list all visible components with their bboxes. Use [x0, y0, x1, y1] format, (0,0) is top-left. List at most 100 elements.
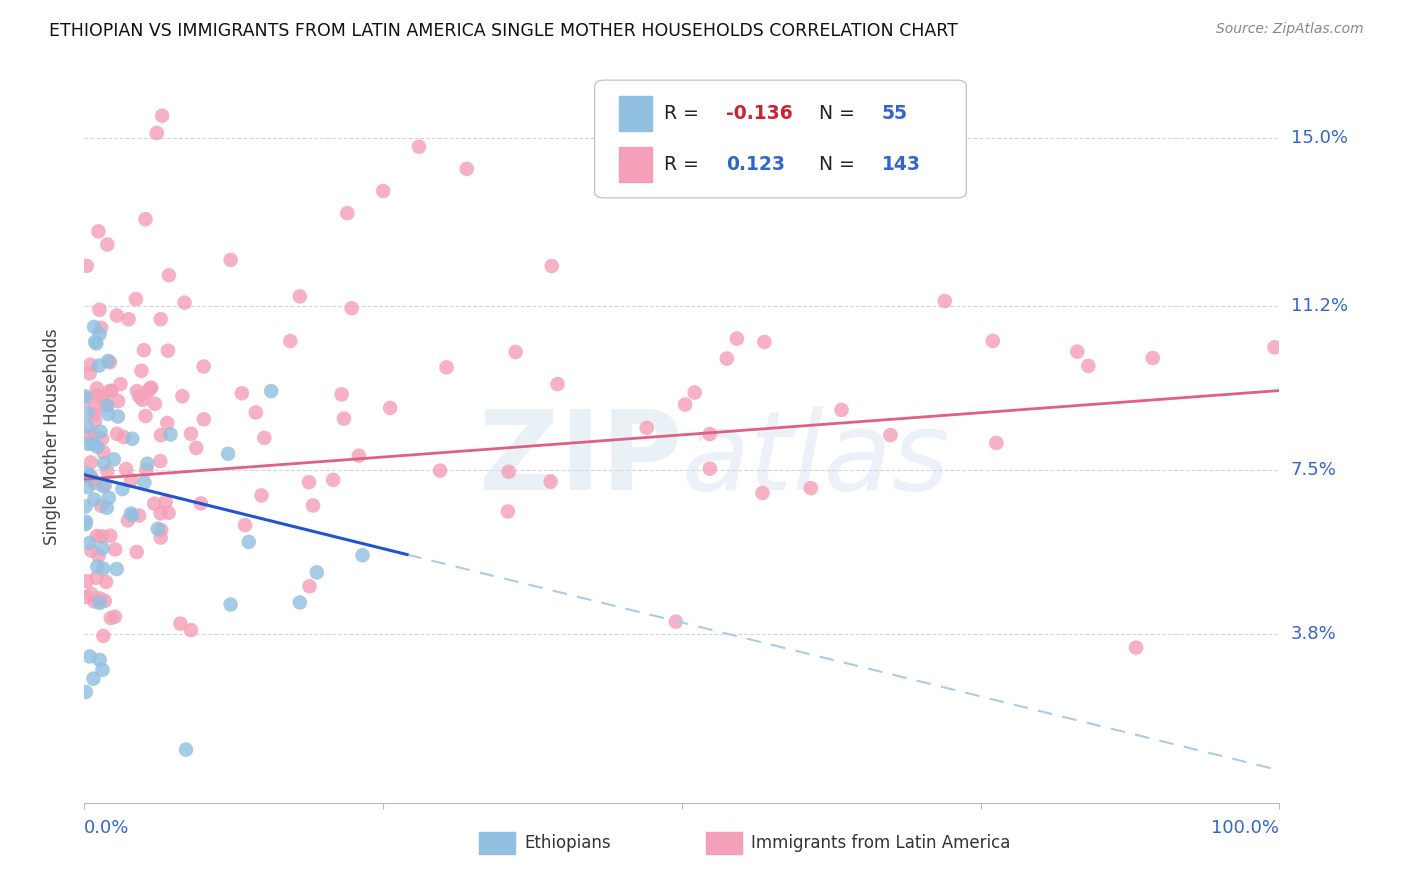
Point	[76, 419, 98, 434]
Point	[83, 475, 105, 490]
Point	[89, 653, 111, 667]
Point	[155, 495, 177, 509]
Point	[302, 499, 325, 513]
Point	[330, 387, 353, 401]
Point	[84, 334, 107, 349]
Point	[636, 421, 658, 435]
Point	[91, 663, 114, 677]
Point	[172, 389, 194, 403]
Point	[193, 359, 215, 374]
Point	[87, 549, 110, 563]
Point	[76, 392, 98, 406]
Point	[100, 384, 122, 398]
Text: 55: 55	[882, 104, 907, 123]
Point	[134, 409, 156, 423]
Point	[91, 541, 114, 556]
Point	[149, 531, 172, 545]
Point	[97, 354, 120, 368]
Point	[98, 355, 121, 369]
Text: ETHIOPIAN VS IMMIGRANTS FROM LATIN AMERICA SINGLE MOTHER HOUSEHOLDS CORRELATION : ETHIOPIAN VS IMMIGRANTS FROM LATIN AMERI…	[49, 22, 957, 40]
Point	[98, 529, 121, 543]
Point	[456, 161, 478, 176]
FancyBboxPatch shape	[595, 80, 966, 198]
Point	[75, 685, 97, 699]
Point	[139, 381, 162, 395]
Point	[89, 302, 111, 317]
Point	[436, 360, 458, 375]
Point	[76, 590, 98, 604]
Point	[986, 436, 1008, 450]
Point	[505, 345, 527, 359]
Point	[105, 426, 128, 441]
Point	[128, 508, 150, 523]
Y-axis label: Single Mother Households: Single Mother Households	[42, 329, 60, 545]
Point	[173, 295, 195, 310]
Point	[75, 466, 97, 480]
Point	[683, 385, 706, 400]
Text: 100.0%: 100.0%	[1212, 819, 1279, 837]
Point	[340, 301, 363, 316]
Bar	[619, 147, 652, 182]
Point	[98, 384, 121, 398]
Point	[134, 212, 156, 227]
Point	[156, 416, 179, 430]
Point	[90, 320, 112, 334]
Point	[91, 561, 114, 575]
Point	[120, 507, 142, 521]
Point	[117, 312, 139, 326]
Point	[169, 616, 191, 631]
Point	[75, 515, 97, 529]
Point	[115, 462, 138, 476]
Point	[231, 386, 253, 401]
Point	[103, 452, 125, 467]
Point	[75, 517, 97, 532]
Text: Source: ZipAtlas.com: Source: ZipAtlas.com	[1216, 22, 1364, 37]
Point	[1125, 640, 1147, 655]
Point	[96, 399, 118, 413]
Point	[105, 309, 128, 323]
Point	[89, 591, 111, 606]
Point	[1066, 344, 1088, 359]
Point	[86, 336, 108, 351]
Point	[934, 293, 956, 308]
Point	[83, 492, 105, 507]
Point	[79, 536, 101, 550]
Point	[496, 504, 519, 518]
Point	[90, 425, 112, 439]
Point	[429, 464, 451, 478]
Point	[146, 522, 169, 536]
Text: 0.0%: 0.0%	[84, 819, 129, 837]
Point	[75, 389, 97, 403]
Point	[79, 358, 101, 372]
Point	[699, 461, 721, 475]
Point	[141, 381, 163, 395]
Point	[298, 579, 321, 593]
Text: R =: R =	[664, 104, 704, 123]
Text: 7.5%: 7.5%	[1291, 461, 1337, 479]
Point	[135, 462, 157, 476]
Point	[174, 742, 197, 756]
Point	[716, 351, 738, 366]
Text: R =: R =	[664, 155, 704, 174]
Point	[105, 562, 128, 576]
Point	[90, 391, 112, 405]
Bar	[619, 96, 652, 131]
Point	[238, 535, 260, 549]
Point	[97, 491, 120, 505]
Point	[150, 523, 173, 537]
Point	[75, 500, 97, 514]
Text: 3.8%: 3.8%	[1291, 625, 1336, 643]
Point	[89, 596, 111, 610]
Point	[298, 475, 321, 490]
Point	[219, 252, 242, 267]
Point	[193, 412, 215, 426]
Point	[93, 456, 115, 470]
Point	[233, 518, 256, 533]
Point	[159, 427, 181, 442]
Point	[91, 629, 114, 643]
Point	[278, 334, 301, 348]
Point	[347, 449, 370, 463]
Point	[540, 475, 562, 489]
Point	[180, 426, 202, 441]
Point	[86, 440, 108, 454]
